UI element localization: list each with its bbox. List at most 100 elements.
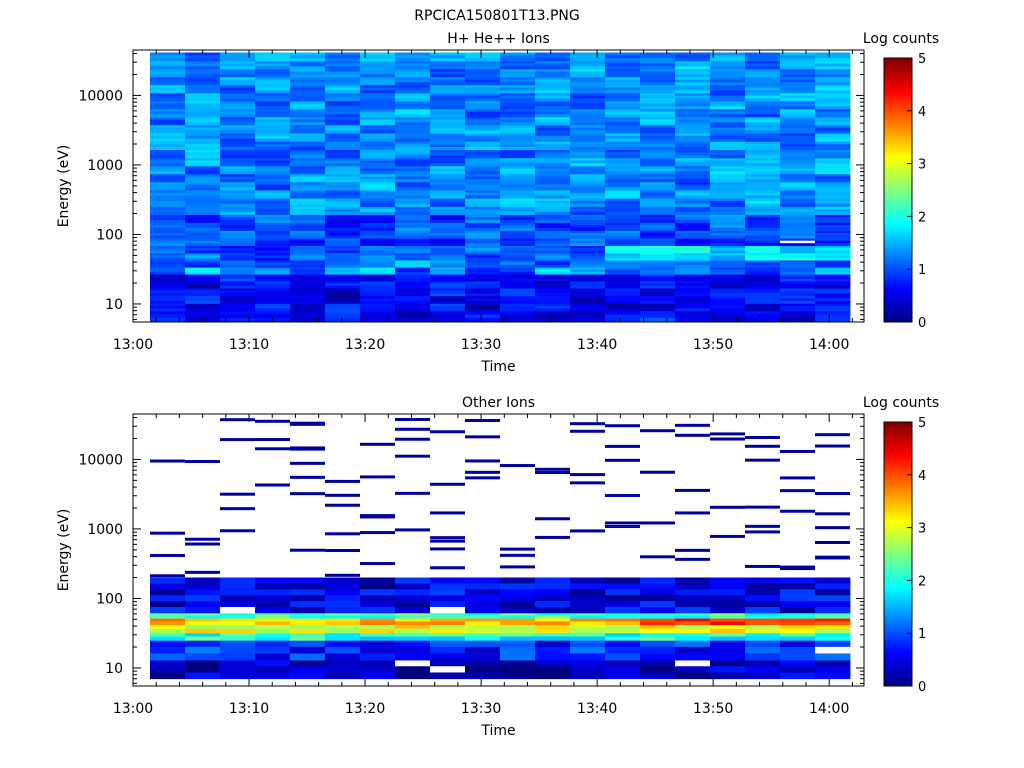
heatmap-cell xyxy=(780,152,816,156)
heatmap-cell xyxy=(360,122,396,126)
y-tick-label: 10 xyxy=(105,661,123,677)
colorbar-step xyxy=(884,277,912,281)
heatmap-cell xyxy=(570,672,606,680)
heatmap-cell xyxy=(430,106,466,110)
heatmap-cell xyxy=(745,195,781,199)
heatmap-cell xyxy=(150,230,186,234)
heatmap-cell xyxy=(395,252,431,256)
colorbar-step xyxy=(884,113,912,117)
heatmap-cell xyxy=(570,144,606,148)
colorbar-step xyxy=(884,559,912,563)
heatmap-cell xyxy=(500,68,536,72)
heatmap-cell xyxy=(605,138,641,142)
heatmap-cell xyxy=(325,176,361,180)
colorbar-step xyxy=(884,221,912,225)
heatmap-cell xyxy=(570,577,606,584)
heatmap-cell xyxy=(710,666,746,673)
heatmap-cell xyxy=(745,640,781,648)
heatmap-cell xyxy=(290,271,326,275)
heatmap-cell xyxy=(185,195,221,199)
heatmap-cell xyxy=(640,612,676,616)
heatmap-cell xyxy=(430,612,466,616)
heatmap-cell xyxy=(815,317,851,322)
heatmap-cell xyxy=(500,565,535,569)
heatmap-cell xyxy=(605,606,641,614)
heatmap-cell xyxy=(500,82,536,86)
colorbar-step xyxy=(884,503,912,507)
heatmap-cell xyxy=(430,283,466,287)
heatmap-cell xyxy=(465,122,501,126)
heatmap-cell xyxy=(395,90,431,94)
heatmap-cell xyxy=(255,141,291,145)
heatmap-cell xyxy=(360,314,396,319)
heatmap-cell xyxy=(640,60,676,64)
heatmap-cell xyxy=(290,200,326,205)
heatmap-cell xyxy=(220,615,256,619)
heatmap-cell xyxy=(745,87,781,91)
heatmap-cell xyxy=(395,601,431,608)
heatmap-cell xyxy=(360,646,396,654)
heatmap-cell xyxy=(745,152,781,156)
heatmap-cell xyxy=(430,58,466,62)
colorbar-step xyxy=(884,145,912,149)
heatmap-cell xyxy=(535,618,571,622)
heatmap-cell xyxy=(780,122,816,126)
heatmap-cell xyxy=(605,666,641,673)
heatmap-cell xyxy=(150,95,186,99)
heatmap-cell xyxy=(430,225,466,229)
heatmap-cell xyxy=(325,179,361,183)
heatmap-cell xyxy=(290,577,326,584)
heatmap-cell xyxy=(745,66,781,70)
heatmap-cell xyxy=(255,230,291,234)
heatmap-cell xyxy=(395,217,431,221)
colorbar-step xyxy=(884,635,912,639)
heatmap-cell xyxy=(185,666,221,673)
heatmap-cell xyxy=(430,240,466,244)
heatmap-cell xyxy=(395,230,431,234)
heatmap-cell xyxy=(325,189,361,194)
heatmap-cell xyxy=(430,632,466,637)
heatmap-cell xyxy=(500,98,536,102)
heatmap-cell xyxy=(780,298,816,302)
heatmap-cell xyxy=(535,285,571,289)
heatmap-cell xyxy=(465,476,500,480)
heatmap-cell xyxy=(815,90,851,94)
heatmap-cell xyxy=(640,429,675,433)
heatmap-cell xyxy=(570,124,606,129)
heatmap-cell xyxy=(605,230,641,234)
heatmap-cell xyxy=(500,577,536,584)
heatmap-cell xyxy=(185,542,220,546)
heatmap-cell xyxy=(535,274,571,277)
heatmap-cell xyxy=(675,271,711,275)
heatmap-cell xyxy=(360,233,396,237)
heatmap-cell xyxy=(605,76,641,80)
heatmap-cell xyxy=(185,127,221,131)
heatmap-cell xyxy=(535,133,571,137)
heatmap-cell xyxy=(255,68,291,72)
heatmap-cell xyxy=(710,225,746,229)
heatmap-cell xyxy=(815,130,851,134)
heatmap-cell xyxy=(780,300,816,304)
colorbar-step xyxy=(884,522,912,526)
colorbar-step xyxy=(884,200,912,204)
colorbar-step xyxy=(884,160,912,165)
heatmap-cell xyxy=(395,267,431,270)
heatmap-cell xyxy=(395,589,431,596)
heatmap-cell xyxy=(255,606,291,614)
heatmap-cell xyxy=(675,195,711,199)
heatmap-cell xyxy=(150,100,186,104)
heatmap-cell xyxy=(570,250,606,254)
heatmap-cell xyxy=(500,163,536,167)
heatmap-cell xyxy=(290,149,326,153)
heatmap-cell xyxy=(185,589,221,596)
heatmap-cell xyxy=(290,127,326,131)
heatmap-cell xyxy=(745,124,781,129)
heatmap-cell xyxy=(570,198,606,202)
heatmap-cell xyxy=(535,184,571,188)
heatmap-cell xyxy=(150,211,186,215)
heatmap-cell xyxy=(570,122,606,126)
heatmap-cell xyxy=(290,310,326,315)
heatmap-cell xyxy=(255,87,291,91)
x-tick-label: 13:00 xyxy=(113,337,153,353)
heatmap-cell xyxy=(185,303,221,307)
